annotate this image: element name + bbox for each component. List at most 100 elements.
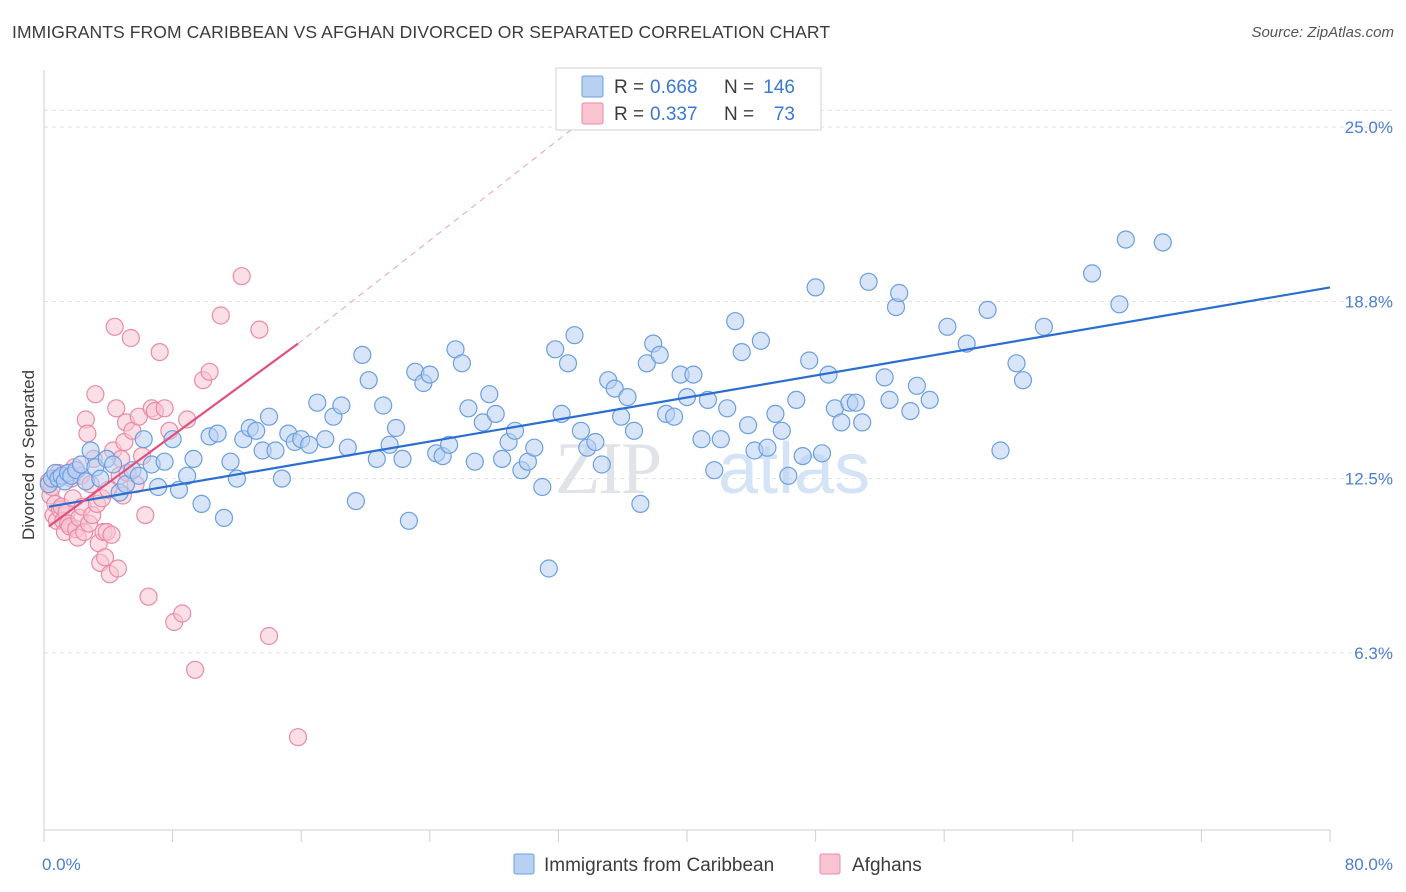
x-tick-label-min: 0.0% bbox=[42, 855, 81, 874]
point-afghans bbox=[105, 317, 124, 336]
point-caribbean bbox=[800, 351, 819, 370]
point-afghans bbox=[107, 399, 126, 418]
point-caribbean bbox=[459, 399, 478, 418]
point-caribbean bbox=[565, 326, 584, 345]
point-caribbean bbox=[664, 407, 684, 426]
point-caribbean bbox=[367, 449, 386, 468]
point-caribbean bbox=[129, 466, 148, 485]
point-afghans bbox=[250, 320, 269, 339]
legend-r-value-1: 0.668 bbox=[650, 77, 698, 98]
point-afghans bbox=[186, 660, 205, 679]
trend-line-caribbean bbox=[48, 286, 1331, 508]
point-caribbean bbox=[221, 452, 240, 471]
point-caribbean bbox=[586, 432, 605, 452]
legend-r-label-1: R = bbox=[614, 77, 644, 98]
y-tick-label: 25.0% bbox=[1345, 118, 1393, 137]
y-tick-labels: 6.3% 12.5% 18.8% 25.0% bbox=[1345, 118, 1393, 663]
point-caribbean bbox=[353, 345, 372, 364]
point-caribbean bbox=[465, 452, 484, 471]
point-caribbean bbox=[178, 466, 197, 485]
point-caribbean bbox=[991, 441, 1010, 460]
point-caribbean bbox=[1034, 317, 1054, 336]
bottom-legend: Immigrants from Caribbean Afghans bbox=[513, 853, 922, 876]
point-caribbean bbox=[758, 438, 777, 457]
point-afghans bbox=[102, 525, 121, 544]
bottom-legend-swatch-afghans bbox=[819, 853, 841, 875]
point-afghans bbox=[211, 306, 230, 325]
point-caribbean bbox=[751, 331, 771, 350]
point-caribbean bbox=[346, 492, 365, 511]
point-caribbean bbox=[558, 354, 578, 373]
axis-layer bbox=[43, 70, 1330, 831]
legend-r-value-2: 0.337 bbox=[650, 104, 698, 125]
point-caribbean bbox=[1116, 230, 1135, 249]
point-afghans bbox=[121, 328, 140, 348]
point-afghans bbox=[232, 267, 251, 286]
point-caribbean bbox=[1082, 264, 1102, 283]
point-afghans bbox=[173, 604, 192, 623]
point-caribbean bbox=[247, 421, 266, 440]
point-afghans bbox=[288, 728, 308, 747]
point-caribbean bbox=[1013, 371, 1033, 390]
point-caribbean bbox=[631, 494, 650, 513]
point-caribbean bbox=[766, 404, 785, 423]
point-caribbean bbox=[650, 345, 669, 364]
legend-swatch-afghans bbox=[581, 102, 604, 125]
point-caribbean bbox=[184, 449, 203, 468]
point-afghans bbox=[136, 505, 155, 525]
point-caribbean bbox=[533, 477, 552, 497]
point-caribbean bbox=[684, 365, 703, 384]
point-caribbean bbox=[938, 317, 957, 336]
bottom-legend-swatch-caribbean bbox=[513, 853, 535, 875]
point-afghans bbox=[150, 343, 169, 362]
point-caribbean bbox=[812, 444, 832, 463]
legend-n-value-1: 146 bbox=[763, 77, 795, 98]
point-caribbean bbox=[705, 461, 724, 480]
point-caribbean bbox=[901, 402, 920, 421]
point-caribbean bbox=[853, 413, 872, 432]
point-caribbean bbox=[618, 388, 637, 407]
point-caribbean bbox=[440, 435, 459, 454]
point-caribbean bbox=[300, 435, 319, 454]
point-caribbean bbox=[493, 449, 512, 468]
point-caribbean bbox=[91, 469, 110, 488]
point-caribbean bbox=[380, 435, 399, 454]
point-caribbean bbox=[420, 365, 439, 384]
point-caribbean bbox=[486, 404, 505, 423]
point-caribbean bbox=[272, 469, 291, 488]
point-caribbean bbox=[308, 393, 327, 412]
legend-n-label-2: N = bbox=[724, 104, 754, 125]
point-caribbean bbox=[738, 416, 758, 435]
legend-n-value-2: 73 bbox=[774, 104, 795, 125]
point-caribbean bbox=[592, 455, 611, 474]
legend-r-label-2: R = bbox=[614, 104, 644, 125]
point-caribbean bbox=[103, 455, 123, 474]
legend-box: R = 0.668 N = 146 R = 0.337 N = 73 bbox=[555, 67, 822, 131]
point-afghans bbox=[86, 385, 105, 404]
x-tick-label-max: 80.0% bbox=[1345, 855, 1393, 874]
point-caribbean bbox=[266, 441, 285, 460]
point-caribbean bbox=[214, 508, 234, 528]
point-caribbean bbox=[259, 407, 279, 426]
point-afghans bbox=[200, 362, 219, 381]
trend-layer bbox=[48, 126, 1331, 528]
point-caribbean bbox=[374, 396, 393, 415]
point-caribbean bbox=[473, 413, 492, 432]
point-caribbean bbox=[399, 511, 418, 530]
y-tick-label: 18.8% bbox=[1345, 292, 1393, 311]
point-caribbean bbox=[1153, 233, 1172, 252]
point-afghans bbox=[108, 559, 128, 578]
point-caribbean bbox=[192, 494, 211, 513]
trend-extension-afghans bbox=[297, 126, 575, 345]
point-caribbean bbox=[907, 376, 927, 395]
point-caribbean bbox=[859, 272, 878, 291]
point-caribbean bbox=[692, 430, 711, 449]
point-caribbean bbox=[875, 368, 894, 387]
point-caribbean bbox=[539, 559, 558, 578]
point-caribbean bbox=[452, 354, 471, 373]
trend-line-afghans bbox=[48, 342, 299, 528]
point-caribbean bbox=[208, 424, 227, 443]
point-caribbean bbox=[711, 430, 730, 449]
y-axis-label: Divorced or Separated bbox=[19, 370, 38, 540]
